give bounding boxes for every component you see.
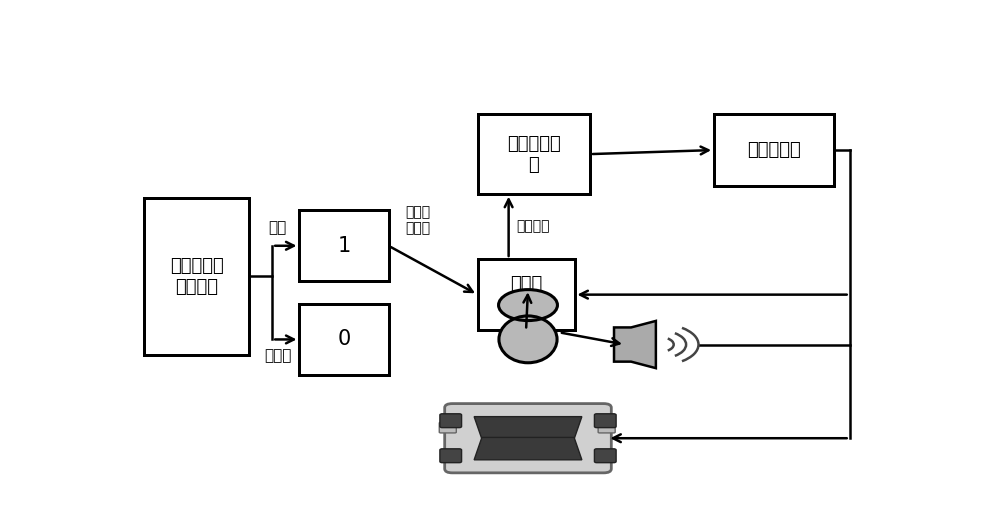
Text: 紧张: 紧张 xyxy=(269,221,287,235)
Text: 面部表
情信号: 面部表 情信号 xyxy=(405,205,430,235)
Bar xyxy=(714,114,834,186)
Circle shape xyxy=(499,289,557,321)
Polygon shape xyxy=(474,437,582,460)
Text: 非紧张: 非紧张 xyxy=(264,349,291,363)
Text: 语音信号分
析: 语音信号分 析 xyxy=(507,135,561,174)
FancyBboxPatch shape xyxy=(440,449,462,463)
Bar xyxy=(478,259,574,330)
FancyBboxPatch shape xyxy=(598,422,615,433)
Bar xyxy=(299,210,388,281)
Bar xyxy=(478,114,590,194)
FancyBboxPatch shape xyxy=(440,414,462,427)
FancyBboxPatch shape xyxy=(594,414,616,427)
Polygon shape xyxy=(614,321,656,368)
Text: 语音信号: 语音信号 xyxy=(516,220,550,233)
Bar xyxy=(144,198,249,355)
Ellipse shape xyxy=(499,316,557,363)
Text: 1: 1 xyxy=(337,236,351,256)
FancyBboxPatch shape xyxy=(594,449,616,463)
Text: 车内语
音助手: 车内语 音助手 xyxy=(510,275,542,314)
Text: 面部微表情
识别模块: 面部微表情 识别模块 xyxy=(170,257,224,296)
Polygon shape xyxy=(474,417,582,439)
FancyBboxPatch shape xyxy=(445,404,611,473)
FancyBboxPatch shape xyxy=(439,422,456,433)
Bar xyxy=(299,304,388,375)
Text: 0: 0 xyxy=(337,330,351,350)
Text: 控制器决策: 控制器决策 xyxy=(747,141,801,159)
